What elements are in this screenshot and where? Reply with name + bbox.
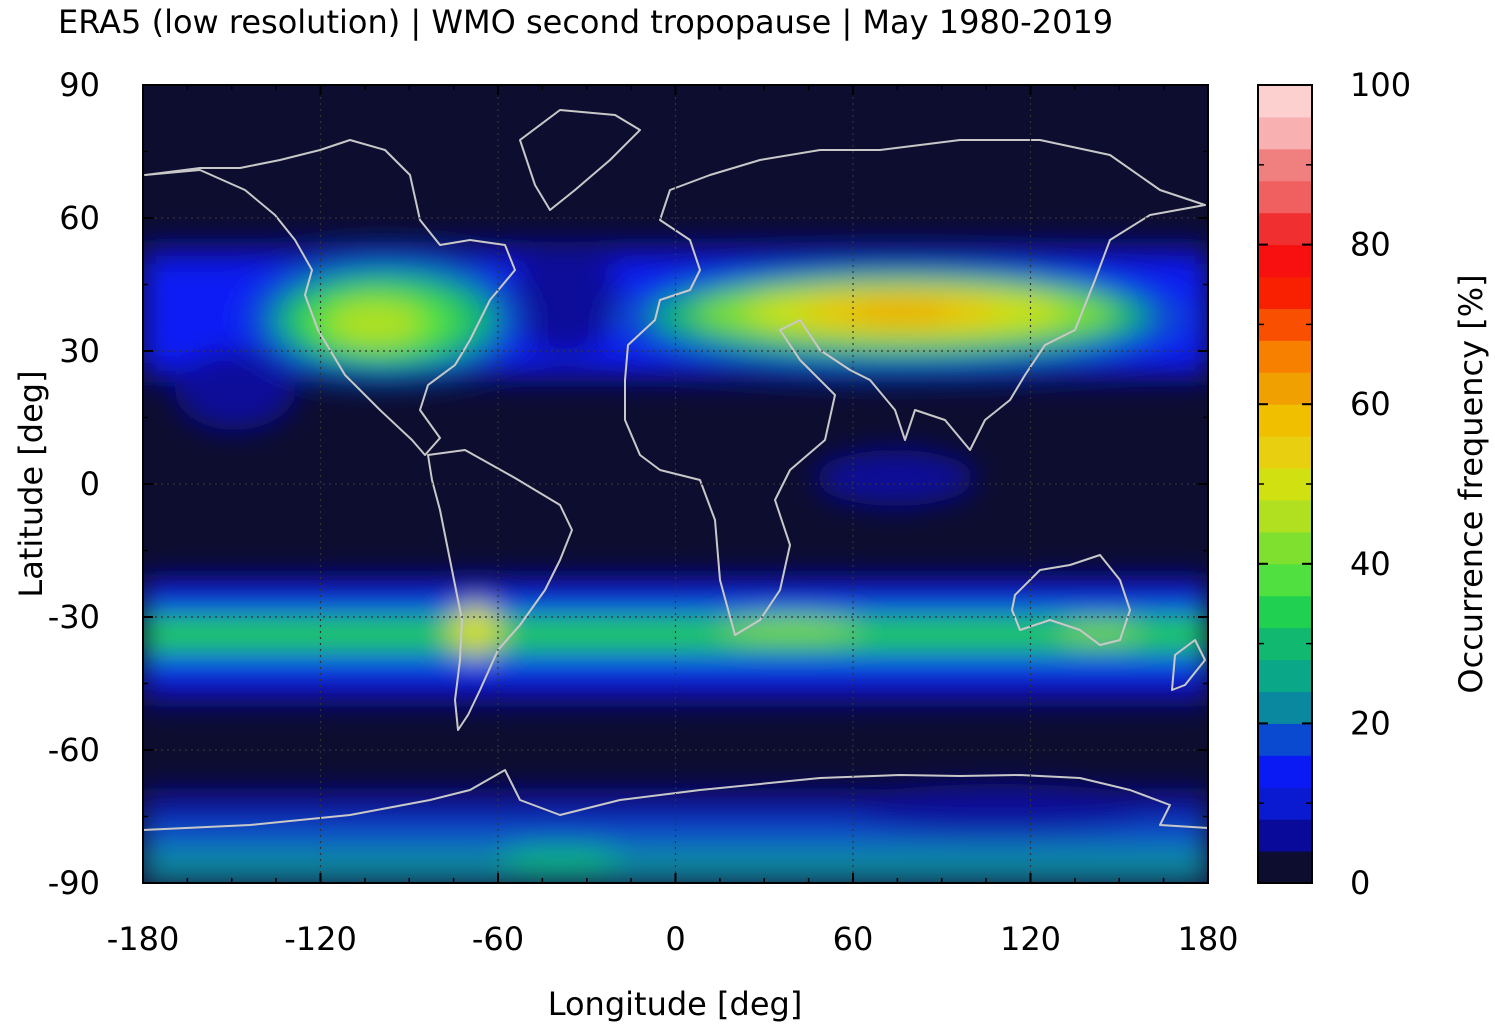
y-tick-label: 60: [59, 199, 100, 237]
y-tick-label: -90: [48, 864, 100, 902]
colorbar-segment: [1258, 180, 1312, 214]
coastline-south-america: [427, 449, 573, 731]
coastline-north-america: [144, 139, 516, 456]
sh-max-africa: [720, 616, 860, 640]
coastline-australia: [1011, 554, 1131, 646]
colorbar-segment: [1258, 212, 1312, 246]
colorbar-segment: [1258, 499, 1312, 533]
colorbar-segment: [1258, 755, 1312, 788]
colorbar-segment: [1258, 308, 1312, 341]
colorbar-segment: [1258, 276, 1312, 309]
colorbar-segment: [1258, 819, 1312, 852]
x-axis-ticks: -180 -120 -60 0 60 120 180: [107, 85, 1239, 958]
antarctic-plateau-dark: [830, 784, 1170, 832]
colorbar-title: Occurrence frequency [%]: [1452, 274, 1490, 693]
na-max-4: [327, 301, 423, 345]
colorbar-segment: [1258, 627, 1312, 661]
colorbar-segment: [1258, 244, 1312, 278]
coastline-antarctica: [143, 769, 1208, 831]
plot-area: [143, 85, 1208, 883]
coastline-new-zealand: [1171, 639, 1206, 691]
y-tick-label: -60: [48, 731, 100, 769]
colorbar-segment: [1258, 116, 1312, 150]
colorbar-tick-label: 80: [1350, 226, 1391, 264]
colorbar-segment: [1258, 404, 1312, 437]
x-tick-label: 0: [665, 920, 685, 958]
colorbar-segment: [1258, 531, 1312, 565]
colorbar-segment: [1258, 85, 1312, 118]
x-tick-label: 180: [1177, 920, 1238, 958]
colorbar-segment: [1258, 787, 1312, 820]
chart-title: ERA5 (low resolution) | WMO second tropo…: [58, 3, 1113, 41]
coastline-greenland: [519, 109, 641, 211]
y-axis-ticks: -90 -60 -30 0 30 60 90: [48, 66, 1208, 902]
atlantic-gap: [510, 245, 620, 355]
colorbar-tick-label: 60: [1350, 385, 1391, 423]
indian-ocean-patch: [815, 450, 975, 506]
antarctic-patch: [500, 846, 620, 870]
x-tick-label: -60: [472, 920, 524, 958]
colorbar-segment: [1258, 691, 1312, 724]
sh-max-australia: [1060, 622, 1140, 642]
sh-max-andes: [449, 604, 501, 656]
gridlines: [143, 85, 1208, 883]
y-tick-label: -30: [48, 598, 100, 636]
y-tick-label: 0: [80, 465, 100, 503]
colorbar-tick-label: 0: [1350, 864, 1370, 902]
colorbar-segment: [1258, 148, 1312, 182]
colorbar-segment: [1258, 659, 1312, 692]
x-tick-label: -180: [107, 920, 180, 958]
x-tick-label: 120: [1000, 920, 1061, 958]
x-tick-label: 60: [833, 920, 874, 958]
coastline-africa-eurasia: [624, 139, 1206, 636]
coastlines: [143, 109, 1208, 831]
colorbar-segment: [1258, 436, 1312, 469]
colorbar-segment: [1258, 372, 1312, 405]
y-axis-title: Latitude [deg]: [12, 370, 50, 597]
eu-max-6: [850, 303, 950, 321]
pacific-gap: [175, 350, 295, 430]
colorbar-segment: [1258, 468, 1312, 501]
y-tick-label: 90: [59, 66, 100, 104]
x-tick-label: -120: [284, 920, 357, 958]
x-axis-title: Longitude [deg]: [548, 985, 803, 1023]
colorbar-tick-label: 40: [1350, 545, 1391, 583]
colorbar-tick-label: 20: [1350, 704, 1391, 742]
colorbar-segment: [1258, 595, 1312, 629]
colorbar-ticks: 0 20 40 60 80 100: [1258, 66, 1411, 902]
colorbar-segment: [1258, 723, 1312, 756]
colorbar-segment: [1258, 851, 1312, 884]
colorbar-segment: [1258, 563, 1312, 597]
colorbar-tick-label: 100: [1350, 66, 1411, 104]
colorbar: [1258, 85, 1312, 884]
colorbar-segment: [1258, 340, 1312, 373]
y-tick-label: 30: [59, 332, 100, 370]
